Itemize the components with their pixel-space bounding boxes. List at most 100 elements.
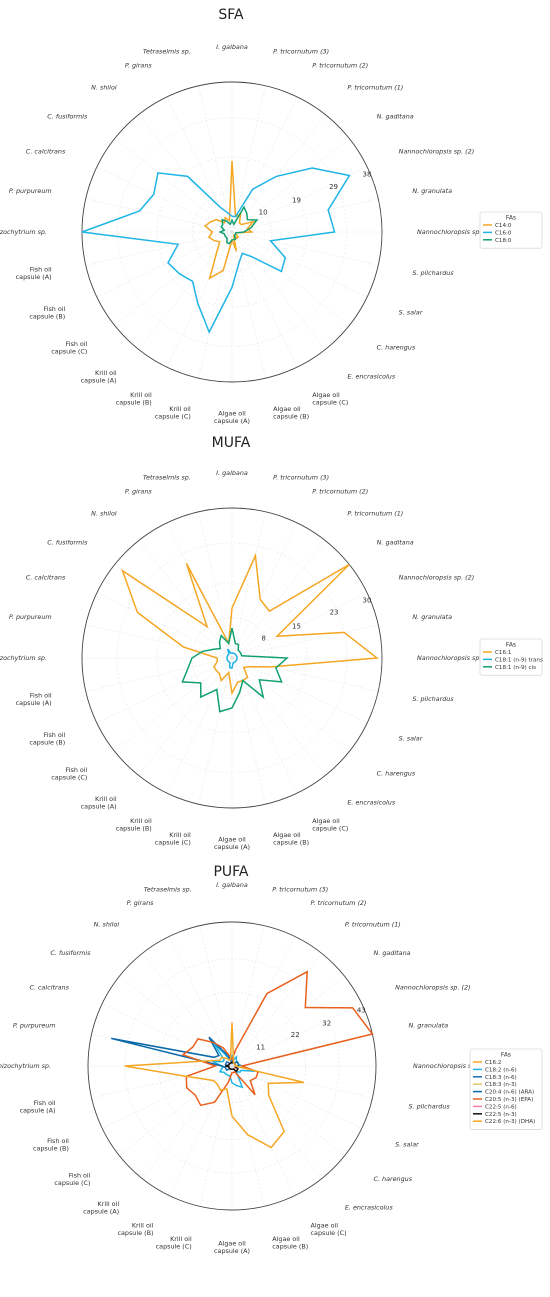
legend-label-c20-4-n-6-ara: C20:4 (n-6) (ARA)	[485, 1090, 534, 1096]
category-label-krill-oil-capsule-a: Krill oil capsule (A)	[83, 1200, 119, 1216]
category-label-fish-oil-capsule-b: Fish oil capsule (B)	[29, 731, 65, 747]
legend-label-c14-0: C14:0	[495, 223, 512, 229]
category-label-algae-oil-capsule-a: Algae oil capsule (A)	[214, 1240, 250, 1256]
category-label-nannochloropsis-sp-1: Nannochloropsis sp. (1)	[413, 1062, 489, 1070]
chart-title: MUFA	[212, 435, 251, 451]
grid-ring	[192, 192, 272, 272]
grid-spoke	[231, 85, 266, 233]
category-label-algae-oil-capsule-a: Algae oil capsule (A)	[214, 836, 250, 852]
grid-spoke	[85, 198, 233, 233]
grid-spoke	[96, 231, 233, 298]
category-label-krill-oil-capsule-b: Krill oil capsule (B)	[116, 817, 152, 833]
category-label-i-galbana: I. galbana	[216, 43, 248, 51]
grid-spoke	[85, 231, 233, 266]
grid-spoke	[119, 976, 233, 1067]
grid	[82, 508, 382, 808]
grid-spoke	[114, 138, 233, 233]
category-label-c-harengus: C. harengus	[377, 769, 416, 777]
legend-label-c22-5-n-3: C22:5 (n-3)	[485, 1112, 517, 1118]
category-label-schizochytrium-sp: Schizochytrium sp.	[0, 228, 47, 236]
category-label-n-shiloi: N. shiloi	[94, 920, 120, 928]
category-label-p-tricornutum-1: P. tricornutum (1)	[347, 83, 403, 91]
legend-label-c18-1-n-9-trans: C18:1 (n-9) trans	[495, 657, 543, 663]
category-label-c-harengus: C. harengus	[377, 343, 416, 351]
series-line-c16-1	[121, 552, 379, 696]
grid-spoke	[114, 231, 233, 326]
grid-spoke	[231, 1065, 265, 1207]
category-label-nannochloropsis-sp-1: Nannochloropsis sp. (1)	[417, 654, 493, 662]
grid-spoke	[166, 522, 233, 659]
grid-spoke	[231, 1065, 362, 1129]
grid-spoke	[198, 231, 233, 379]
legend-label-c16-1: C16:1	[495, 650, 512, 656]
category-label-p-tricornutum-1: P. tricornutum (1)	[345, 920, 401, 928]
category-label-tetraselmis-sp: Tetraselmis sp.	[144, 886, 192, 894]
category-label-algae-oil-capsule-c: Algae oil capsule (C)	[312, 391, 348, 407]
grid-spoke	[231, 138, 350, 233]
category-label-p-girans: P. girans	[125, 61, 152, 69]
grid-spoke	[231, 657, 379, 692]
grid-spoke	[199, 925, 233, 1067]
category-label-c-fusiformis: C. fusiformis	[50, 949, 91, 957]
series-line-c18-1-n-9-trans	[226, 648, 238, 669]
category-label-krill-oil-capsule-a: Krill oil capsule (A)	[81, 369, 117, 385]
category-label-fish-oil-capsule-c: Fish oil capsule (C)	[51, 340, 87, 356]
tick-label: 22	[291, 1031, 300, 1039]
grid-spoke	[198, 657, 233, 805]
category-label-nannochloropsis-sp-2: Nannochloropsis sp. (2)	[399, 148, 475, 156]
grid-spoke	[231, 231, 350, 326]
category-label-schizochytrium-sp: Schizochytrium sp.	[0, 1062, 51, 1070]
legend-box	[479, 211, 543, 249]
grid-spoke	[231, 198, 379, 233]
grid-spoke	[166, 231, 233, 368]
category-label-nannochloropsis-sp-2: Nannochloropsis sp. (2)	[399, 574, 475, 582]
grid-spoke	[231, 564, 350, 659]
category-label-n-shiloi: N. shiloi	[91, 83, 117, 91]
category-label-c-fusiformis: C. fusiformis	[47, 113, 88, 121]
category-label-n-gaditana: N. gaditana	[377, 539, 414, 547]
grid-spoke	[166, 657, 233, 794]
grid-spoke	[96, 166, 233, 233]
category-label-p-girans: P. girans	[125, 487, 152, 495]
category-label-n-granulata: N. granulata	[408, 1022, 448, 1030]
grid-spoke	[231, 592, 368, 659]
series-line-c18-1-n-9-cis	[181, 627, 289, 713]
grid-spoke	[231, 231, 298, 368]
grid-spoke	[231, 657, 368, 724]
grid-spoke	[231, 540, 326, 659]
category-label-krill-oil-capsule-c: Krill oil capsule (C)	[155, 831, 191, 847]
category-label-n-gaditana: N. gaditana	[374, 949, 411, 957]
category-label-algae-oil-capsule-c: Algae oil capsule (C)	[312, 817, 348, 833]
category-label-s-salar: S. salar	[399, 308, 423, 316]
category-label-nannochloropsis-sp-2: Nannochloropsis sp. (2)	[395, 983, 471, 991]
legend-label-c20-5-n-3-epa: C20:5 (n-3) (EPA)	[485, 1097, 533, 1103]
series-line-c16-0	[81, 167, 351, 334]
legend-box	[479, 638, 543, 676]
category-label-algae-oil-capsule-c: Algae oil capsule (C)	[311, 1222, 347, 1238]
grid-spoke	[231, 624, 379, 659]
grid-spoke	[231, 1065, 345, 1156]
grid-spoke	[114, 657, 233, 752]
category-label-i-galbana: I. galbana	[216, 469, 248, 477]
grid-spoke	[138, 114, 233, 233]
category-label-s-salar: S. salar	[399, 734, 423, 742]
category-label-p-purpureum: P. purpureum	[9, 613, 52, 621]
radar-chart-sfa: SFA 10 19 29 38 I. galbana P. tricornutum (3) P…	[0, 7, 543, 425]
category-label-c-harengus: C. harengus	[374, 1175, 413, 1183]
grid-spoke	[85, 657, 233, 692]
grid-spoke	[119, 1065, 233, 1156]
grid-spoke	[231, 114, 326, 233]
grid-spoke	[231, 657, 298, 794]
category-label-p-tricornutum-1: P. tricornutum (1)	[347, 509, 403, 517]
chart-title: PUFA	[213, 864, 248, 880]
category-label-p-girans: P. girans	[127, 899, 154, 907]
grid-spoke	[231, 1033, 373, 1067]
category-label-n-shiloi: N. shiloi	[91, 509, 117, 517]
legend-label-c16-2: C16:2	[485, 1060, 501, 1066]
category-label-krill-oil-capsule-a: Krill oil capsule (A)	[81, 795, 117, 811]
legend-label-c18-0: C18:0	[495, 238, 512, 244]
grid-spoke	[138, 540, 233, 659]
grid-spoke	[138, 657, 233, 776]
